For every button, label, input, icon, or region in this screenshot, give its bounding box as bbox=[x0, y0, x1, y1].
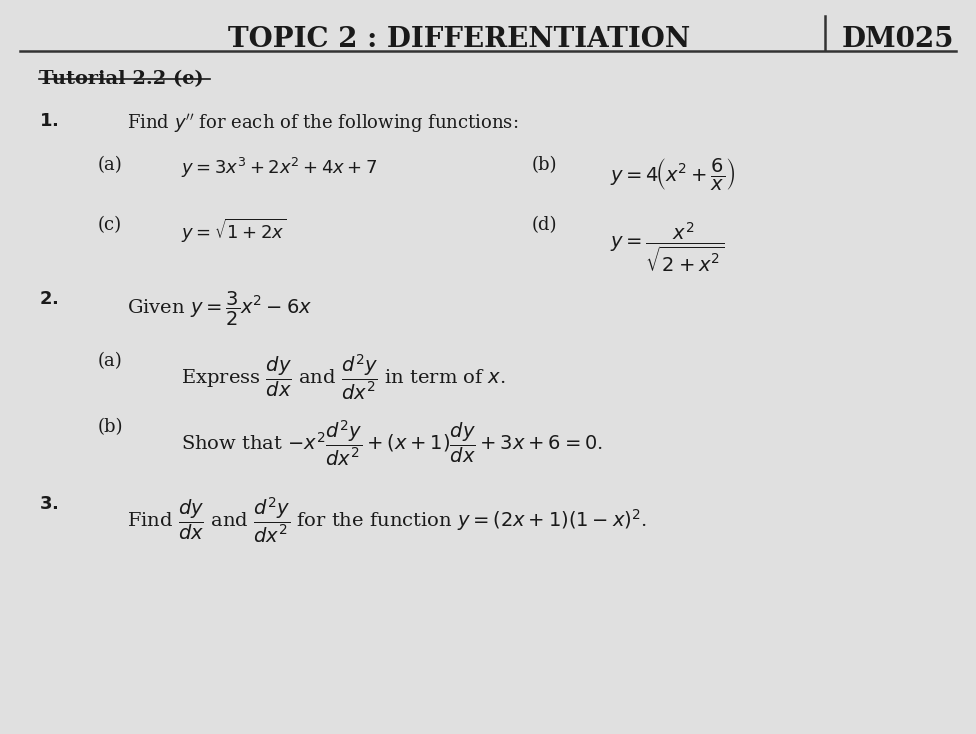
Text: $\mathbf{2.}$: $\mathbf{2.}$ bbox=[39, 290, 59, 308]
Text: (c): (c) bbox=[98, 217, 122, 235]
Text: Given $y = \dfrac{3}{2}x^2 - 6x$: Given $y = \dfrac{3}{2}x^2 - 6x$ bbox=[127, 290, 312, 328]
Text: Show that $-x^2\dfrac{d^2y}{dx^2} + (x+1)\dfrac{dy}{dx} + 3x + 6 = 0$.: Show that $-x^2\dfrac{d^2y}{dx^2} + (x+1… bbox=[181, 418, 602, 468]
Text: $y = 4\!\left(x^2 + \dfrac{6}{x}\right)$: $y = 4\!\left(x^2 + \dfrac{6}{x}\right)$ bbox=[610, 156, 736, 192]
Text: $y = 3x^3 + 2x^2 + 4x + 7$: $y = 3x^3 + 2x^2 + 4x + 7$ bbox=[181, 156, 377, 180]
Text: Find $\dfrac{dy}{dx}$ and $\dfrac{d^2y}{dx^2}$ for the function $y = (2x+1)(1-x): Find $\dfrac{dy}{dx}$ and $\dfrac{d^2y}{… bbox=[127, 495, 647, 545]
Text: $\mathbf{1.}$: $\mathbf{1.}$ bbox=[39, 112, 59, 130]
Text: (d): (d) bbox=[532, 217, 557, 235]
Text: (b): (b) bbox=[532, 156, 557, 174]
Text: TOPIC 2 : DIFFERENTIATION: TOPIC 2 : DIFFERENTIATION bbox=[227, 26, 690, 53]
Text: $\mathbf{3.}$: $\mathbf{3.}$ bbox=[39, 495, 59, 514]
Text: $y = \dfrac{x^2}{\sqrt{2 + x^2}}$: $y = \dfrac{x^2}{\sqrt{2 + x^2}}$ bbox=[610, 220, 724, 274]
Text: $y = \sqrt{1 + 2x}$: $y = \sqrt{1 + 2x}$ bbox=[181, 217, 286, 244]
Text: (a): (a) bbox=[98, 352, 122, 371]
Text: (a): (a) bbox=[98, 156, 122, 174]
Text: Express $\dfrac{dy}{dx}$ and $\dfrac{d^2y}{dx^2}$ in term of $x$.: Express $\dfrac{dy}{dx}$ and $\dfrac{d^2… bbox=[181, 352, 506, 401]
Text: Find $y''$ for each of the following functions:: Find $y''$ for each of the following fun… bbox=[127, 112, 518, 134]
Text: (b): (b) bbox=[98, 418, 123, 437]
Text: DM025: DM025 bbox=[841, 26, 955, 53]
Text: Tutorial 2.2 (e): Tutorial 2.2 (e) bbox=[39, 70, 204, 88]
